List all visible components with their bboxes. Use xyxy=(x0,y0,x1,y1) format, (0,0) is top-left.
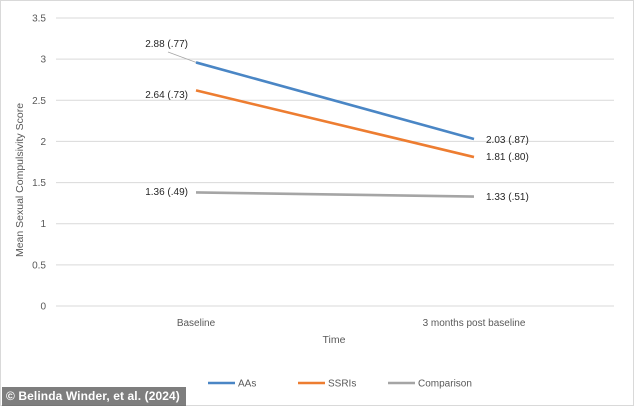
data-label: 1.81 (.80) xyxy=(486,152,529,163)
label-leader-line xyxy=(167,51,197,63)
data-label: 2.03 (.87) xyxy=(486,135,529,146)
data-label: 2.64 (.73) xyxy=(145,90,188,101)
y-tick-label: 3.5 xyxy=(32,14,46,25)
legend-label: Comparison xyxy=(418,379,472,390)
y-tick-label: 0.5 xyxy=(32,260,46,271)
data-label: 1.33 (.51) xyxy=(486,192,529,203)
y-tick-label: 1.5 xyxy=(32,178,46,189)
y-tick-label: 0 xyxy=(40,302,46,313)
y-tick-label: 2.5 xyxy=(32,96,46,107)
y-tick-label: 2 xyxy=(40,137,46,148)
x-tick-label: 3 months post baseline xyxy=(423,318,526,329)
x-axis-ticks: Baseline 3 months post baseline xyxy=(177,318,526,329)
data-label: 1.36 (.49) xyxy=(145,187,188,198)
legend-label: SSRIs xyxy=(328,379,356,390)
y-tick-label: 3 xyxy=(40,55,46,66)
data-labels: 2.88 (.77) 2.03 (.87) 2.64 (.73) 1.81 (.80)… xyxy=(145,39,529,203)
legend-label: AAs xyxy=(238,379,256,390)
legend: AAs SSRIs Comparison xyxy=(208,379,472,390)
y-tick-label: 1 xyxy=(40,219,46,230)
gridlines xyxy=(56,17,614,307)
data-label: 2.88 (.77) xyxy=(145,39,188,50)
image-credit: © Belinda Winder, et al. (2024) xyxy=(2,387,186,406)
series-line-ssris xyxy=(195,89,475,159)
y-axis-title: Mean Sexual Compulsivity Score xyxy=(14,103,26,257)
series-lines xyxy=(195,61,475,198)
y-axis-ticks: 0 0.5 1 1.5 2 2.5 3 3.5 xyxy=(32,14,46,313)
series-line-comparison xyxy=(195,191,475,198)
x-axis-title: Time xyxy=(323,334,346,346)
series-line-aas xyxy=(195,61,475,141)
x-tick-label: Baseline xyxy=(177,318,216,329)
